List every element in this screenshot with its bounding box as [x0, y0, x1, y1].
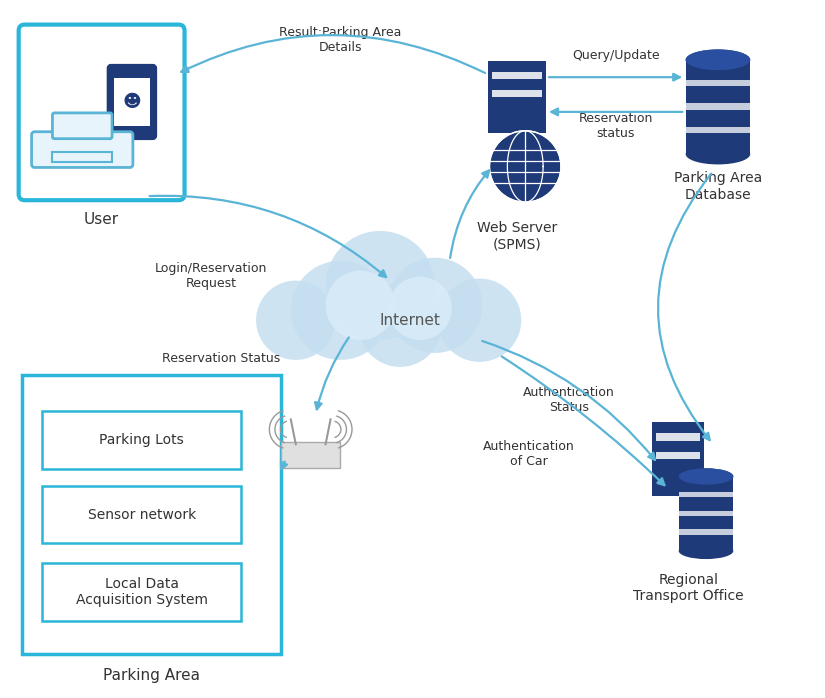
- FancyBboxPatch shape: [679, 511, 733, 516]
- Ellipse shape: [679, 468, 733, 484]
- FancyBboxPatch shape: [686, 80, 750, 87]
- Text: Sensor network: Sensor network: [87, 507, 196, 521]
- Circle shape: [291, 261, 390, 360]
- FancyBboxPatch shape: [686, 127, 750, 133]
- Circle shape: [358, 283, 442, 367]
- Text: User: User: [84, 212, 119, 227]
- FancyBboxPatch shape: [114, 78, 150, 126]
- Ellipse shape: [686, 50, 750, 70]
- Text: Parking Lots: Parking Lots: [100, 433, 184, 447]
- FancyBboxPatch shape: [488, 61, 546, 133]
- FancyBboxPatch shape: [31, 132, 133, 168]
- FancyBboxPatch shape: [657, 433, 700, 440]
- FancyBboxPatch shape: [679, 492, 733, 497]
- FancyBboxPatch shape: [493, 90, 542, 97]
- Text: Local Data
Acquisition System: Local Data Acquisition System: [76, 577, 208, 607]
- Circle shape: [438, 279, 521, 362]
- Text: Reservation
status: Reservation status: [578, 112, 653, 140]
- Circle shape: [326, 231, 435, 340]
- Text: Parking Area
Database: Parking Area Database: [674, 172, 762, 202]
- FancyBboxPatch shape: [19, 24, 185, 200]
- Text: Query/Update: Query/Update: [572, 50, 659, 62]
- FancyBboxPatch shape: [493, 72, 542, 79]
- Text: Authentication
Status: Authentication Status: [523, 385, 615, 414]
- Circle shape: [387, 258, 483, 353]
- FancyBboxPatch shape: [686, 103, 750, 110]
- FancyBboxPatch shape: [41, 486, 241, 544]
- FancyBboxPatch shape: [686, 60, 750, 154]
- FancyBboxPatch shape: [21, 375, 280, 653]
- Text: Regional
Transport Office: Regional Transport Office: [633, 573, 743, 603]
- FancyBboxPatch shape: [41, 412, 241, 469]
- Ellipse shape: [679, 543, 733, 559]
- Circle shape: [489, 131, 561, 202]
- Text: Login/Reservation
Request: Login/Reservation Request: [155, 262, 267, 290]
- FancyBboxPatch shape: [41, 563, 241, 621]
- Text: Authentication
of Car: Authentication of Car: [483, 440, 575, 468]
- FancyBboxPatch shape: [53, 113, 112, 139]
- FancyBboxPatch shape: [108, 66, 156, 139]
- Circle shape: [326, 271, 395, 340]
- Text: Reservation Status: Reservation Status: [163, 352, 280, 365]
- FancyBboxPatch shape: [53, 151, 112, 161]
- Circle shape: [389, 276, 452, 340]
- FancyBboxPatch shape: [657, 452, 700, 459]
- Text: ☻: ☻: [123, 93, 141, 111]
- Circle shape: [256, 281, 336, 360]
- FancyBboxPatch shape: [679, 529, 733, 535]
- Text: Result:Parking Area
Details: Result:Parking Area Details: [280, 27, 402, 54]
- Ellipse shape: [686, 144, 750, 165]
- Text: Internet: Internet: [380, 313, 441, 328]
- FancyBboxPatch shape: [679, 477, 733, 551]
- FancyBboxPatch shape: [653, 422, 704, 496]
- Ellipse shape: [686, 50, 750, 70]
- FancyBboxPatch shape: [280, 443, 341, 468]
- Text: Web Server
(SPMS): Web Server (SPMS): [477, 221, 558, 251]
- Ellipse shape: [679, 468, 733, 484]
- Text: Parking Area: Parking Area: [103, 669, 200, 683]
